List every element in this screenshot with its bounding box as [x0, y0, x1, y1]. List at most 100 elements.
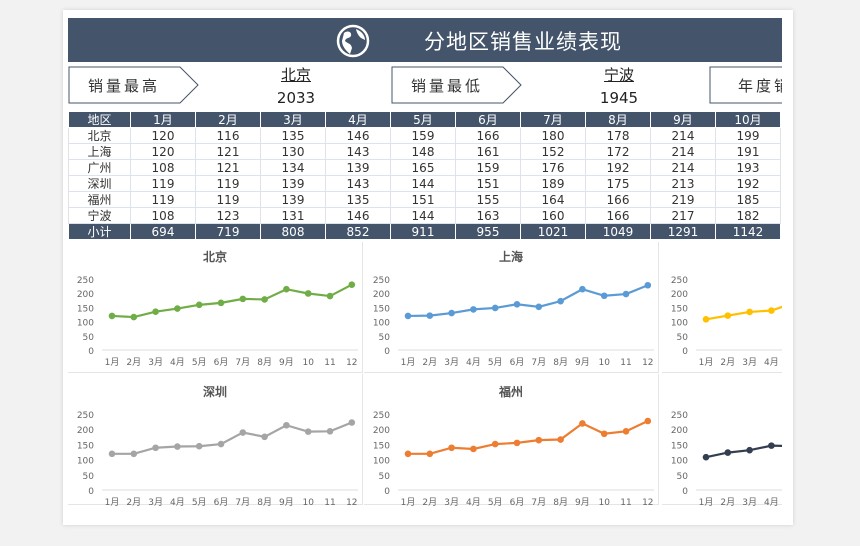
table-cell[interactable]: 164	[520, 191, 586, 208]
table-cell[interactable]: 172	[585, 143, 651, 160]
table-cell[interactable]: 178	[585, 127, 651, 144]
total-cell[interactable]: 1049	[585, 223, 651, 240]
table-cell[interactable]: 120	[130, 127, 196, 144]
table-cell[interactable]: 123	[195, 207, 261, 224]
total-cell[interactable]: 719	[195, 223, 261, 240]
table-cell[interactable]: 219	[650, 191, 716, 208]
chart-svg: 深圳 0 50 100 150 200 250 1月 2月 3月 4月 5月 6月 7月 8月 9月 10 11 1…	[77, 384, 358, 508]
table-cell[interactable]: 119	[130, 191, 196, 208]
table-cell[interactable]: 161	[455, 143, 521, 160]
table-cell[interactable]: 193	[715, 159, 781, 176]
table-cell[interactable]: 131	[260, 207, 326, 224]
table-cell[interactable]: 176	[520, 159, 586, 176]
table-cell[interactable]: 广州	[68, 159, 131, 176]
y-tick-label: 50	[379, 333, 391, 343]
table-cell[interactable]: 121	[195, 143, 261, 160]
total-cell[interactable]: 1021	[520, 223, 586, 240]
total-cell[interactable]: 1291	[650, 223, 716, 240]
y-tick-label: 150	[373, 441, 390, 451]
table-cell[interactable]: 166	[455, 127, 521, 144]
table-cell[interactable]: 151	[390, 191, 456, 208]
table-cell[interactable]: 北京	[68, 127, 131, 144]
table-cell[interactable]: 148	[390, 143, 456, 160]
table-cell[interactable]: 143	[325, 143, 391, 160]
table-cell[interactable]: 120	[130, 143, 196, 160]
y-tick-label: 0	[682, 347, 688, 357]
table-cell[interactable]: 135	[260, 127, 326, 144]
table-cell[interactable]: 144	[390, 175, 456, 192]
table-cell[interactable]: 192	[585, 159, 651, 176]
table-cell[interactable]: 214	[650, 127, 716, 144]
data-point	[108, 450, 116, 458]
table-cell[interactable]: 217	[650, 207, 716, 224]
dashboard-card: 分地区销售业绩表现 销量最高 北京 2033 销量最低 宁波 1945 年度销 地区…	[63, 10, 793, 525]
table-cell[interactable]: 199	[715, 127, 781, 144]
table-cell[interactable]: 214	[650, 159, 716, 176]
table-cell[interactable]: 119	[195, 175, 261, 192]
table-cell[interactable]: 上海	[68, 143, 131, 160]
table-cell[interactable]: 119	[130, 175, 196, 192]
table-cell[interactable]: 福州	[68, 191, 131, 208]
table-cell[interactable]: 182	[715, 207, 781, 224]
x-tick-label: 4月	[170, 357, 185, 368]
table-cell[interactable]: 深圳	[68, 175, 131, 192]
total-cell[interactable]: 小计	[68, 223, 131, 240]
table-cell[interactable]: 163	[455, 207, 521, 224]
table-cell[interactable]: 139	[260, 175, 326, 192]
x-tick-label: 5月	[192, 497, 207, 508]
y-tick-label: 150	[671, 304, 688, 314]
y-tick-label: 150	[77, 441, 94, 451]
table-cell[interactable]: 116	[195, 127, 261, 144]
table-cell[interactable]: 155	[455, 191, 521, 208]
table-cell[interactable]: 144	[390, 207, 456, 224]
total-cell[interactable]: 694	[130, 223, 196, 240]
table-cell[interactable]: 166	[585, 191, 651, 208]
table-cell[interactable]: 108	[130, 207, 196, 224]
table-cell[interactable]: 192	[715, 175, 781, 192]
table-cell[interactable]: 108	[130, 159, 196, 176]
table-cell[interactable]: 180	[520, 127, 586, 144]
table-cell[interactable]: 139	[260, 191, 326, 208]
table-cell[interactable]: 189	[520, 175, 586, 192]
x-tick-label: 3月	[148, 497, 163, 508]
total-cell[interactable]: 955	[455, 223, 521, 240]
table-cell[interactable]: 175	[585, 175, 651, 192]
table-cell[interactable]: 166	[585, 207, 651, 224]
x-tick-label: 12	[346, 498, 357, 508]
total-cell[interactable]: 808	[260, 223, 326, 240]
table-cell[interactable]: 159	[390, 127, 456, 144]
table-cell[interactable]: 160	[520, 207, 586, 224]
data-point	[304, 290, 312, 297]
x-tick-label: 6月	[510, 497, 525, 508]
x-tick-label: 7月	[235, 497, 250, 508]
series-line	[408, 419, 649, 455]
table-cell[interactable]: 121	[195, 159, 261, 176]
x-tick-label: 9月	[575, 357, 590, 368]
table-cell[interactable]: 139	[325, 159, 391, 176]
total-cell[interactable]: 852	[325, 223, 391, 240]
table-cell[interactable]: 宁波	[68, 207, 131, 224]
table-cell[interactable]: 213	[650, 175, 716, 192]
table-cell[interactable]: 151	[455, 175, 521, 192]
table-cell[interactable]: 214	[650, 143, 716, 160]
table-cell[interactable]: 134	[260, 159, 326, 176]
data-point	[702, 453, 710, 461]
table-cell[interactable]: 152	[520, 143, 586, 160]
total-cell[interactable]: 1142	[715, 223, 781, 240]
table-cell[interactable]: 159	[455, 159, 521, 176]
table-cell[interactable]: 185	[715, 191, 781, 208]
data-point	[622, 290, 630, 298]
table-cell[interactable]: 165	[390, 159, 456, 176]
table-cell[interactable]: 130	[260, 143, 326, 160]
total-cell[interactable]: 911	[390, 223, 456, 240]
table-cell[interactable]: 191	[715, 143, 781, 160]
table-cell[interactable]: 143	[325, 175, 391, 192]
table-cell[interactable]: 146	[325, 207, 391, 224]
x-tick-label: 2月	[422, 497, 437, 508]
table-cell[interactable]: 135	[325, 191, 391, 208]
x-tick-label: 1月	[105, 497, 120, 508]
kpi-label: 年度销	[737, 77, 782, 95]
table-cell[interactable]: 146	[325, 127, 391, 144]
table-cell[interactable]: 119	[195, 191, 261, 208]
x-tick-label: 4月	[764, 497, 779, 508]
